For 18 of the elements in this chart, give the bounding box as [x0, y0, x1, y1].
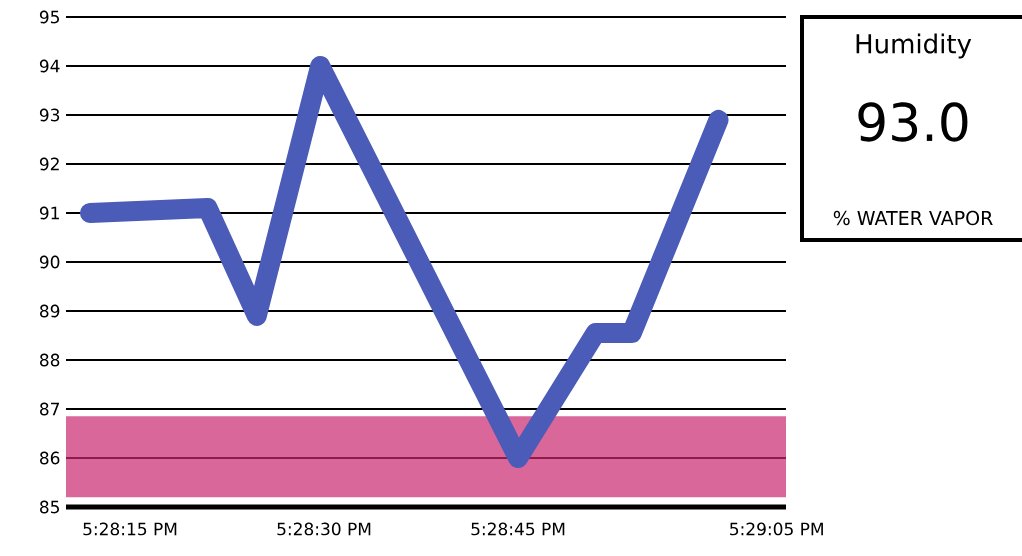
y-tick-label: 95: [39, 10, 59, 24]
y-tick-label: 88: [40, 353, 60, 367]
y-tick-label: 94: [39, 59, 60, 73]
text: 93.0: [858, 102, 968, 142]
text: Humidity: [856, 33, 972, 59]
x-tick-label: 5:28:30 PM: [277, 522, 371, 536]
y-tick-label: 86: [40, 451, 60, 465]
x-tick-label: 5:28:15 PM: [83, 522, 177, 536]
y-tick-label: 91: [39, 206, 59, 220]
x-tick-label: 5:29:05 PM: [730, 522, 823, 536]
y-tick-label: 90: [39, 255, 60, 269]
y-tick-label: 89: [40, 304, 60, 318]
y-tick-label: 92: [39, 157, 59, 171]
text: % WATER VAPOR: [833, 210, 993, 226]
x-tick-label: 5:28:45 PM: [471, 522, 565, 536]
y-tick-label: 93: [39, 108, 60, 122]
y-tick-label: 85: [40, 500, 59, 514]
y-tick-label: 87: [40, 402, 60, 416]
